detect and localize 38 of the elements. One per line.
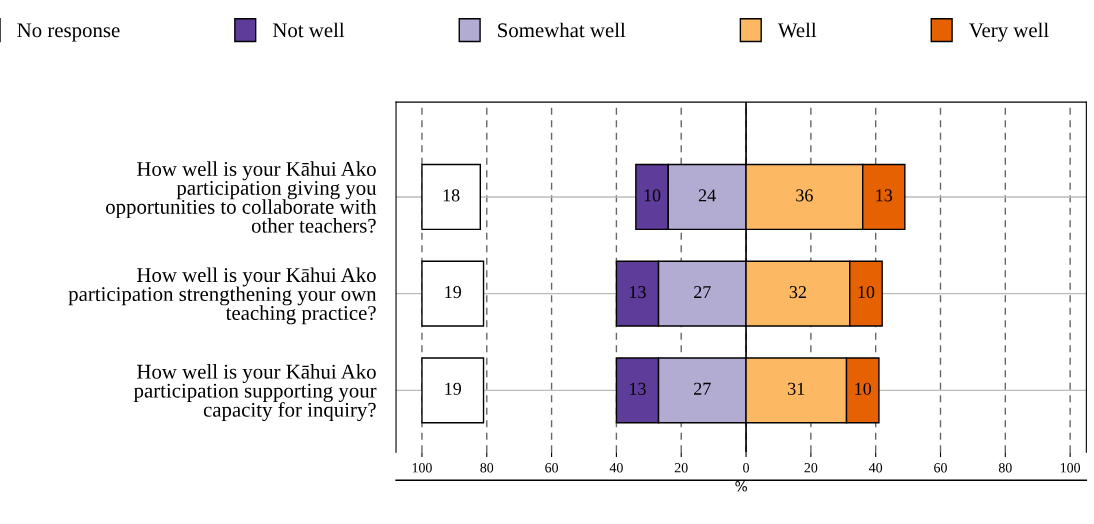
bar [421, 260, 485, 327]
x-tick-label: 20 [674, 463, 688, 473]
data-label: 19 [445, 382, 462, 395]
legend-label: Somewhat well [498, 22, 626, 38]
data-label: 13 [630, 286, 646, 299]
x-tick-label: 20 [804, 463, 818, 473]
x-tick-label: 0 [743, 463, 749, 473]
data-label: 24 [698, 189, 716, 202]
data-label: 18 [443, 189, 460, 202]
y-tick-label: How well is your Kāhui Ako participation supporting your capacity for inquiry? [133, 364, 377, 422]
x-tick-label: 40 [869, 463, 883, 473]
x-tick-label: 60 [934, 463, 947, 473]
data-label: 10 [858, 285, 875, 299]
data-label: 13 [630, 382, 646, 395]
x-tick-label: 80 [480, 463, 494, 473]
data-label: 10 [855, 382, 872, 395]
data-label: 32 [789, 286, 806, 299]
legend-label: Very well [969, 22, 1049, 42]
legend-label: No response [17, 23, 120, 42]
data-label: 13 [876, 189, 893, 202]
legend-label: Not well [272, 22, 345, 38]
x-tick-label: 100 [1060, 463, 1081, 473]
data-label: 31 [788, 382, 805, 395]
data-label: 27 [694, 286, 711, 298]
x-tick-label: 80 [998, 463, 1012, 473]
y-tick-label: How well is your Kāhui Ako participation strengthening your own teaching practice? [68, 267, 377, 325]
x-axis-title: % [735, 481, 748, 492]
x-tick-label: 40 [609, 463, 623, 473]
legend-label: Well [777, 22, 817, 38]
y-tick-label: How well is your Kāhui Ako participation giving you opportunities to collaborate with other teachers? [106, 161, 377, 233]
x-tick-label: 60 [545, 463, 559, 473]
data-label: 27 [694, 382, 711, 395]
data-label: 10 [644, 189, 661, 202]
x-tick-label: 100 [412, 463, 432, 473]
bar [421, 163, 481, 231]
data-label: 36 [796, 189, 813, 202]
data-label: 19 [445, 286, 462, 299]
bar [421, 357, 485, 424]
